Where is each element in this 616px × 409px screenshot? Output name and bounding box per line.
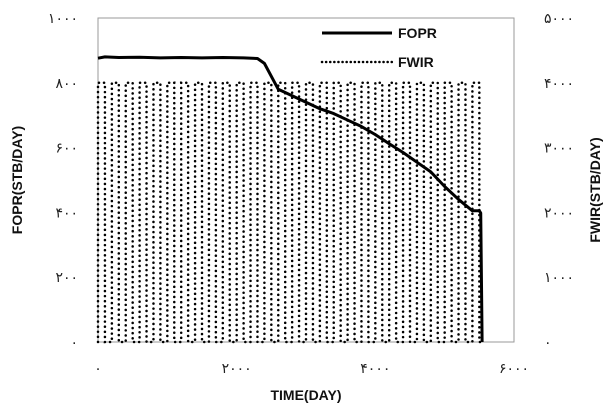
y-right-tick-2: ۲۰۰۰ (544, 205, 574, 221)
x-tick-2: ۴۰۰۰ (360, 361, 390, 377)
y-left-tick-5: ۱۰۰۰ (48, 11, 78, 27)
x-tick-1: ۲۰۰۰ (222, 361, 252, 377)
y-left-tick-0: ۰ (70, 335, 78, 351)
fwir-series (96, 81, 484, 344)
x-tick-labels: ۰ ۲۰۰۰ ۴۰۰۰ ۶۰۰۰ (94, 361, 529, 377)
y-right-axis-title: FWIR(STB/DAY) (587, 137, 603, 242)
y-left-tick-2: ۴۰۰ (55, 205, 78, 221)
y-left-tick-4: ۸۰۰ (55, 76, 78, 92)
y-left-tick-1: ۲۰۰ (55, 270, 78, 286)
y-right-tick-4: ۴۰۰۰ (544, 76, 574, 92)
x-axis-title: TIME(DAY) (270, 387, 341, 403)
fopr-series (97, 55, 484, 343)
legend: FOPR FWIR (320, 25, 437, 70)
legend-fwir-label: FWIR (398, 54, 434, 70)
x-tick-3: ۶۰۰۰ (499, 361, 529, 377)
y-left-tick-labels: ۰ ۲۰۰ ۴۰۰ ۶۰۰ ۸۰۰ ۱۰۰۰ (48, 11, 78, 351)
y-left-axis-title: FOPR(STB/DAY) (9, 126, 25, 234)
x-tick-0: ۰ (94, 361, 102, 377)
y-right-tick-labels: ۰ ۱۰۰۰ ۲۰۰۰ ۳۰۰۰ ۴۰۰۰ ۵۰۰۰ (544, 11, 574, 351)
fopr-line (97, 55, 484, 343)
y-right-tick-3: ۳۰۰۰ (544, 141, 574, 157)
y-right-tick-0: ۰ (544, 335, 552, 351)
fwir-line (96, 81, 484, 344)
legend-fopr-label: FOPR (398, 25, 437, 41)
y-right-tick-1: ۱۰۰۰ (544, 270, 574, 286)
y-left-tick-3: ۶۰۰ (55, 141, 78, 157)
y-right-tick-5: ۵۰۰۰ (544, 11, 574, 27)
